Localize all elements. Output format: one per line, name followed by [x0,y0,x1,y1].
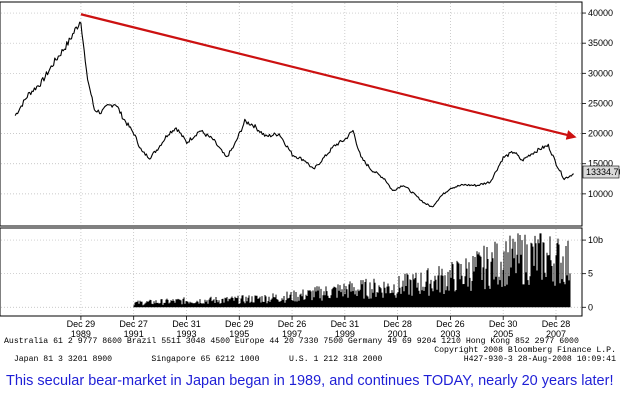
x-axis-date-label: Dec 29 [225,319,254,329]
price-series-line [14,21,574,208]
x-axis-year-label: 1999 [335,329,355,339]
price-axis-label: 25000 [588,98,613,108]
last-value-box [582,165,620,179]
x-axis-year-label: 1991 [124,329,144,339]
footer-line-2-left: Japan 81 3 3201 8900 Singapore 65 6212 1… [13,355,383,364]
x-axis-year-label: 1997 [282,329,302,339]
price-axis-label: 35000 [588,38,613,48]
nikkei-chart: 10000 15000 20000 25000 30000 35000 40000 0 5 10b… [0,1,620,339]
x-axis-date-label: Dec 29 [67,319,96,329]
x-axis-year-label: 2007 [546,329,566,339]
price-axis-label: 10000 [588,189,613,199]
x-axis-year-label: 1989 [71,329,91,339]
x-axis-date-label: Dec 26 [278,319,307,329]
price-axis-label: 15000 [588,159,613,169]
x-axis-year-label: 2005 [493,329,513,339]
price-axis-label: 30000 [588,68,613,78]
footer-line-3-right: H427-930-3 28-Aug-2008 10:09:41 [463,355,616,364]
last-value-label: 13334.76 [586,167,620,177]
price-panel-frame [0,1,583,227]
x-axis-date-label: Dec 27 [119,319,148,329]
footer-line-1: Australia 61 2 9777 8600 Brazil 5511 304… [4,337,579,346]
x-axis-year-label: 2001 [388,329,408,339]
x-axis-year-label: 1993 [176,329,196,339]
x-axis-date-label: Dec 31 [172,319,201,329]
x-axis-date-label: Dec 31 [331,319,360,329]
x-axis-year-label: 1995 [229,329,249,339]
x-axis-date-label: Dec 28 [383,319,412,329]
footer-line-2: Japan 81 3 3201 8900 Singapore 65 6212 1… [4,346,616,373]
x-axis-date-label: Dec 26 [436,319,465,329]
volume-bars [133,233,571,308]
x-axis-date-label: Dec 28 [542,319,571,329]
volume-axis-label: 10b [588,235,603,245]
x-axis-date-label: Dec 30 [489,319,518,329]
volume-axis-label: 5 [588,269,593,279]
footer-line-3: H427-930-3 28-Aug-2008 10:09:41 [4,355,616,373]
volume-panel-frame [0,227,583,317]
price-axis-label: 20000 [588,129,613,139]
volume-axis-label: 0 [588,302,593,312]
trend-arrow [80,13,577,140]
footer-line-2-right: Copyright 2008 Bloomberg Finance L.P. [434,346,616,355]
price-axis-label: 40000 [588,8,613,18]
x-axis-year-label: 2003 [440,329,460,339]
caption: This secular bear-market in Japan began … [6,373,614,389]
